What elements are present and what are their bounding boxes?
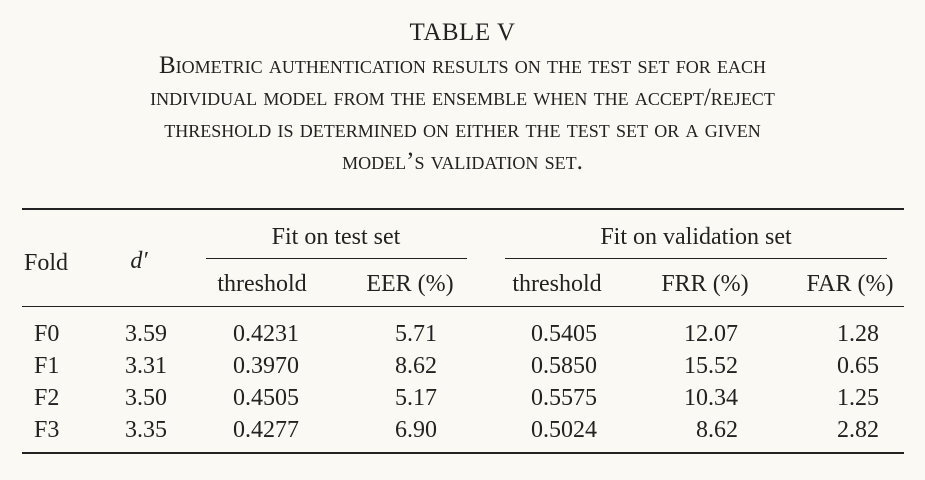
header-group-validation: Fit on validation set	[600, 224, 792, 250]
cell-fold: F2	[34, 385, 60, 411]
cell-val-far: 1.28	[837, 321, 879, 347]
cell-test-eer: 8.62	[395, 353, 437, 379]
cell-val-frr: 12.07	[684, 321, 738, 347]
cell-val-threshold: 0.5405	[531, 321, 597, 347]
caption-line: threshold is determined on either the te…	[164, 116, 761, 143]
validation-group-rule	[505, 258, 887, 259]
caption-line: model’s validation set.	[342, 148, 583, 175]
header-group-test: Fit on test set	[271, 224, 401, 250]
header-val-far: FAR (%)	[806, 271, 894, 297]
header-test-threshold: threshold	[217, 271, 307, 297]
cell-test-eer: 6.90	[395, 417, 437, 443]
cell-fold: F3	[34, 417, 60, 443]
header-val-threshold: threshold	[512, 271, 602, 297]
table-bottom-rule	[22, 452, 904, 454]
cell-val-frr: 10.34	[684, 385, 738, 411]
cell-val-far: 0.65	[837, 353, 879, 379]
cell-test-threshold: 0.4231	[233, 321, 299, 347]
cell-test-threshold: 0.4505	[233, 385, 299, 411]
caption-text: Biometric authentication results on the …	[0, 50, 925, 178]
cell-fold: F1	[34, 353, 60, 379]
cell-val-threshold: 0.5024	[531, 417, 597, 443]
cell-fold: F0	[34, 321, 60, 347]
header-dprime: d′	[130, 248, 148, 274]
cell-val-frr: 8.62	[696, 417, 738, 443]
cell-dprime: 3.50	[125, 385, 167, 411]
table-caption: TABLE V Biometric authentication results…	[0, 18, 925, 178]
cell-val-far: 1.25	[837, 385, 879, 411]
table-header-rule	[22, 306, 904, 307]
test-group-rule	[206, 258, 467, 259]
header-test-eer: EER (%)	[366, 271, 454, 297]
cell-test-eer: 5.17	[395, 385, 437, 411]
cell-val-frr: 15.52	[684, 353, 738, 379]
cell-test-eer: 5.71	[395, 321, 437, 347]
cell-test-threshold: 0.3970	[233, 353, 299, 379]
cell-test-threshold: 0.4277	[233, 417, 299, 443]
cell-val-far: 2.82	[837, 417, 879, 443]
cell-dprime: 3.31	[125, 353, 167, 379]
table-label: TABLE V	[409, 19, 516, 46]
header-val-frr: FRR (%)	[661, 271, 749, 297]
table-top-rule	[22, 208, 904, 210]
cell-val-threshold: 0.5575	[531, 385, 597, 411]
cell-val-threshold: 0.5850	[531, 353, 597, 379]
cell-dprime: 3.35	[125, 417, 167, 443]
caption-line: Biometric authentication results on the …	[159, 52, 766, 79]
cell-dprime: 3.59	[125, 321, 167, 347]
caption-line: individual model from the ensemble when …	[150, 84, 775, 111]
header-fold: Fold	[24, 250, 69, 276]
